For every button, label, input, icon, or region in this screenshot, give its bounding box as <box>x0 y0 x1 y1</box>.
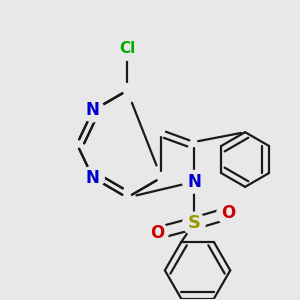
Circle shape <box>183 212 205 235</box>
Circle shape <box>217 202 239 225</box>
Text: S: S <box>188 214 200 232</box>
Text: N: N <box>187 173 201 191</box>
Text: Cl: Cl <box>119 41 135 56</box>
Text: N: N <box>86 101 100 119</box>
Circle shape <box>116 38 138 60</box>
Text: N: N <box>86 169 100 187</box>
Circle shape <box>183 170 205 193</box>
Circle shape <box>146 222 168 244</box>
Text: O: O <box>221 204 235 222</box>
Circle shape <box>82 99 104 122</box>
Text: O: O <box>150 224 164 242</box>
Circle shape <box>82 166 104 189</box>
